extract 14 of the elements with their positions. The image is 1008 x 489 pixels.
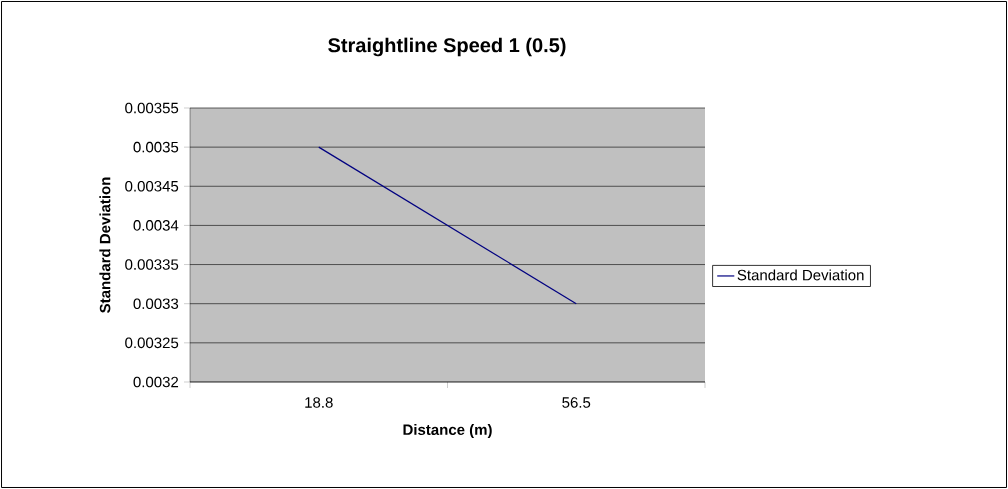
y-tick-label: 0.0032 [133,376,179,388]
y-tick-label: 0.0033 [133,298,179,310]
legend-label: Standard Deviation [737,269,864,281]
y-tick-label: 0.00335 [125,259,179,270]
y-tick-label: 0.00325 [125,337,179,349]
x-tick-label: 18.8 [305,397,333,408]
x-axis-title: Distance (m) [403,424,492,438]
y-tick-label: 0.00345 [125,180,179,192]
y-tick-label: 0.0035 [133,141,179,153]
y-tick-label: 0.00355 [125,102,179,114]
x-tick-label: 56.5 [562,397,591,408]
chart-title: Straightline Speed 1 (0.5) [328,37,566,57]
y-tick-label: 0.0034 [133,220,179,231]
y-axis-title: Standard Deviation [99,177,111,313]
